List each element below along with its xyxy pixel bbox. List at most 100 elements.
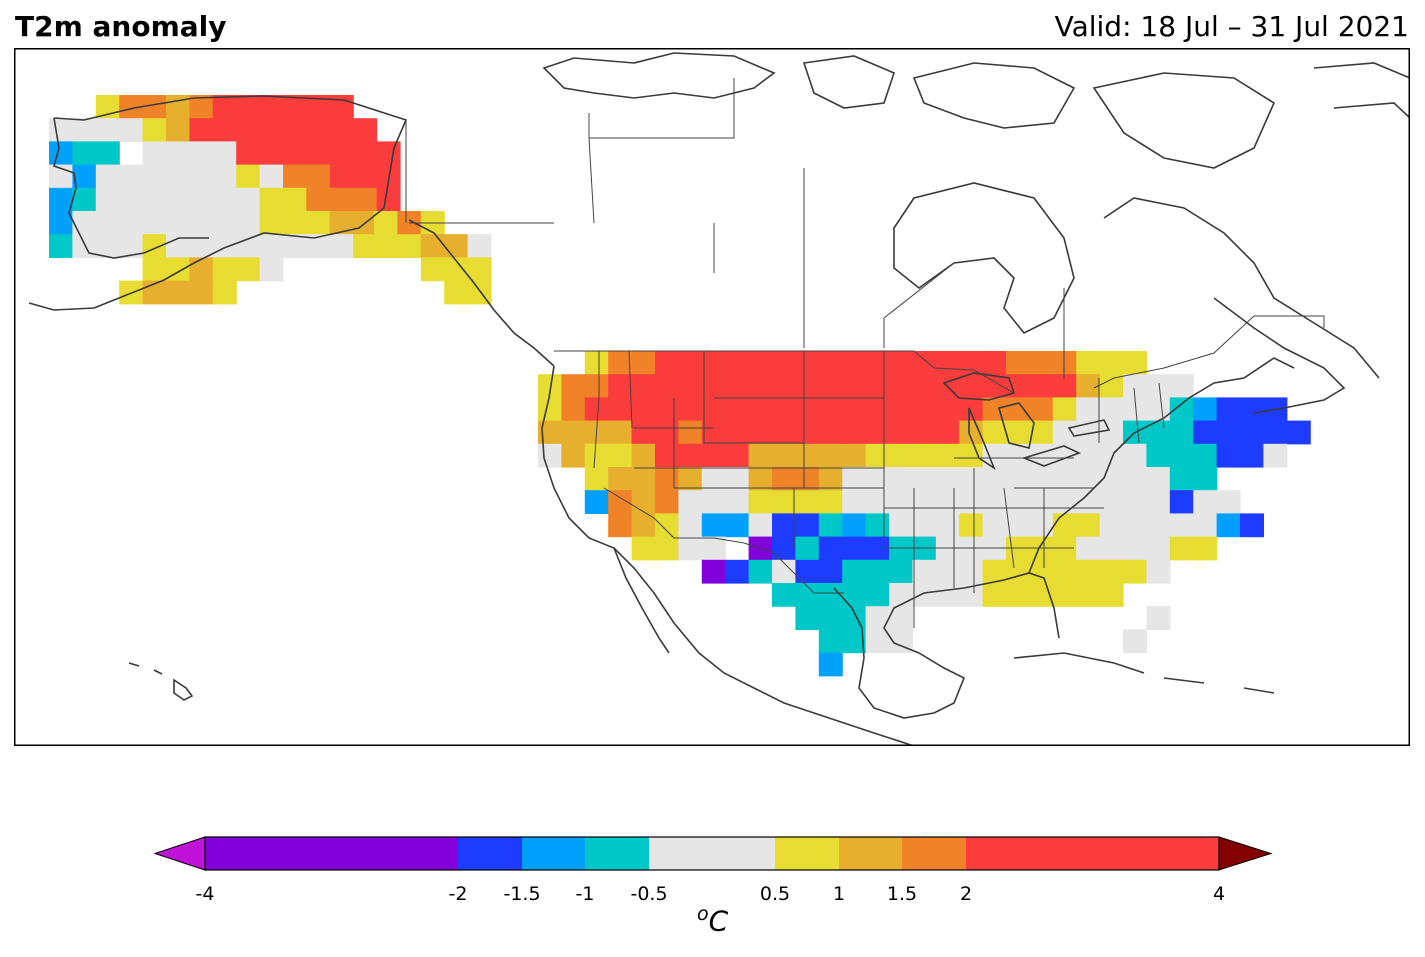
- anomaly-cell: [1263, 420, 1288, 445]
- anomaly-cell: [678, 397, 703, 422]
- anomaly-cell: [1123, 467, 1147, 491]
- anomaly-cell: [982, 513, 1007, 538]
- anomaly-cell: [912, 559, 937, 584]
- anomaly-cell: [842, 490, 867, 514]
- anomaly-cell: [1076, 374, 1101, 398]
- anomaly-cell: [959, 490, 984, 514]
- anomaly-cell: [306, 141, 331, 166]
- anomaly-cell: [1146, 420, 1171, 445]
- anomaly-cell: [655, 513, 679, 538]
- anomaly-cell: [353, 118, 378, 142]
- anomaly-cell: [912, 583, 937, 607]
- colorbar-segment: [649, 837, 775, 870]
- anomaly-cell: [236, 118, 261, 142]
- valid-period: Valid: 18 Jul – 31 Jul 2021: [1054, 10, 1409, 43]
- anomaly-cell: [1099, 583, 1124, 607]
- anomaly-cell: [912, 490, 937, 514]
- anomaly-cell: [259, 234, 284, 258]
- anomaly-cell: [631, 374, 656, 398]
- anomaly-cell: [236, 257, 261, 282]
- anomaly-cell: [1193, 467, 1218, 491]
- anomaly-cell: [95, 141, 120, 166]
- anomaly-cell: [538, 420, 562, 445]
- anomaly-cell: [1076, 559, 1101, 584]
- anomaly-cell: [467, 234, 492, 258]
- anomaly-cell: [865, 443, 890, 468]
- map-panel: [14, 48, 1410, 746]
- anomaly-cell: [189, 280, 214, 305]
- anomaly-cell: [166, 141, 190, 166]
- anomaly-cell: [1169, 513, 1194, 538]
- anomaly-cell: [72, 234, 97, 258]
- anomaly-cell: [1052, 467, 1077, 491]
- anomaly-cell: [1240, 513, 1264, 538]
- anomaly-cell: [259, 164, 284, 189]
- anomaly-cell: [72, 164, 97, 189]
- anomaly-cell: [959, 397, 984, 422]
- anomaly-cell: [189, 95, 214, 119]
- anomaly-cell: [772, 490, 796, 514]
- anomaly-cell: [420, 257, 445, 282]
- anomaly-cell: [725, 513, 750, 538]
- anomaly-cell: [889, 374, 913, 398]
- anomaly-cell: [982, 374, 1007, 398]
- colorbar-segment: [775, 837, 839, 870]
- anomaly-cell: [561, 397, 586, 422]
- anomaly-cell: [772, 467, 796, 491]
- anomaly-cell: [1052, 420, 1077, 445]
- anomaly-cell: [1052, 374, 1077, 398]
- anomaly-cell: [584, 374, 609, 398]
- anomaly-cell: [889, 559, 913, 584]
- anomaly-cell: [142, 257, 167, 282]
- anomaly-cell: [1099, 374, 1124, 398]
- anomaly-cell: [444, 280, 469, 305]
- anomaly-cell: [795, 583, 820, 607]
- anomaly-cell: [49, 187, 73, 212]
- anomaly-cell: [353, 234, 378, 258]
- anomaly-cell: [1052, 490, 1077, 514]
- anomaly-cell: [1240, 443, 1264, 468]
- anomaly-cell: [1193, 420, 1218, 445]
- anomaly-cell: [95, 234, 120, 258]
- anomaly-cell: [982, 490, 1007, 514]
- anomaly-cell: [95, 187, 120, 212]
- anomaly-cell: [631, 513, 656, 538]
- anomaly-cell: [889, 629, 913, 654]
- anomaly-cell: [72, 118, 97, 142]
- anomaly-cell: [1216, 443, 1241, 468]
- anomaly-cell: [631, 351, 656, 375]
- anomaly-cell: [584, 351, 609, 375]
- anomaly-cell: [959, 559, 984, 584]
- anomaly-cell: [818, 513, 843, 538]
- anomaly-cell: [1146, 374, 1171, 398]
- anomaly-cell: [1052, 559, 1077, 584]
- anomaly-cell: [1169, 536, 1194, 561]
- anomaly-cell: [49, 118, 73, 142]
- anomaly-cell: [982, 397, 1007, 422]
- anomaly-cell: [1029, 467, 1054, 491]
- anomaly-cell: [1076, 583, 1101, 607]
- anomaly-cell: [842, 559, 867, 584]
- anomaly-cell: [1146, 606, 1171, 630]
- anomaly-cell: [166, 280, 190, 305]
- colorbar-segment: [839, 837, 902, 870]
- anomaly-cell: [376, 141, 401, 166]
- anomaly-cell: [865, 351, 890, 375]
- anomaly-cell: [1123, 490, 1147, 514]
- anomaly-cell: [1052, 583, 1077, 607]
- anomaly-cell: [772, 443, 796, 468]
- anomaly-cell: [1216, 513, 1241, 538]
- anomaly-cell: [1263, 443, 1288, 468]
- anomaly-cell: [1099, 397, 1124, 422]
- anomaly-cell: [795, 420, 820, 445]
- anomaly-cell: [1193, 443, 1218, 468]
- anomaly-cell: [1052, 513, 1077, 538]
- anomaly-cell: [889, 420, 913, 445]
- anomaly-cell: [678, 513, 703, 538]
- anomaly-cell: [701, 443, 726, 468]
- anomaly-cell: [1169, 397, 1194, 422]
- anomaly-cell: [283, 164, 307, 189]
- anomaly-cell: [818, 397, 843, 422]
- anomaly-cell: [889, 351, 913, 375]
- anomaly-cell: [329, 234, 354, 258]
